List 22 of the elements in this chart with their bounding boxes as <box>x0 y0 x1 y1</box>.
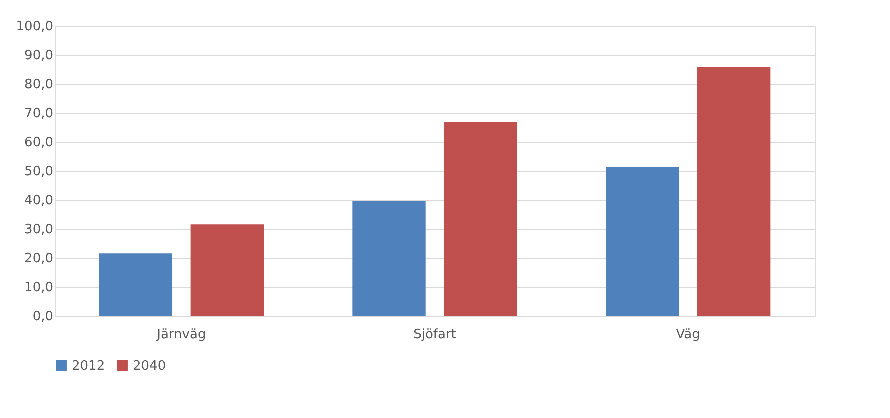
y-tick-label: 30,0 <box>24 222 54 238</box>
x-tick-label: Väg <box>676 328 700 342</box>
x-tick-label: Järnväg <box>156 328 206 342</box>
y-tick-label: 100,0 <box>16 20 54 34</box>
bar <box>190 224 264 316</box>
legend-label: 2012 <box>72 358 106 374</box>
bar <box>444 122 518 316</box>
legend-label: 2040 <box>133 358 166 374</box>
y-tick-label: 70,0 <box>24 106 54 122</box>
y-tick-label: 90,0 <box>24 48 54 64</box>
y-tick-label: 40,0 <box>24 194 54 208</box>
y-tick-label: 80,0 <box>24 78 54 92</box>
x-tick-label: Sjöfart <box>414 328 456 342</box>
y-tick-label: 20,0 <box>24 252 54 266</box>
bar <box>697 67 771 316</box>
bar <box>606 167 680 316</box>
bar <box>352 201 426 316</box>
y-tick-label: 60,0 <box>24 136 54 150</box>
bar <box>99 254 173 316</box>
y-tick-label: 50,0 <box>24 164 54 180</box>
y-tick-label: 0,0 <box>32 310 54 324</box>
y-tick-label: 10,0 <box>24 280 54 296</box>
